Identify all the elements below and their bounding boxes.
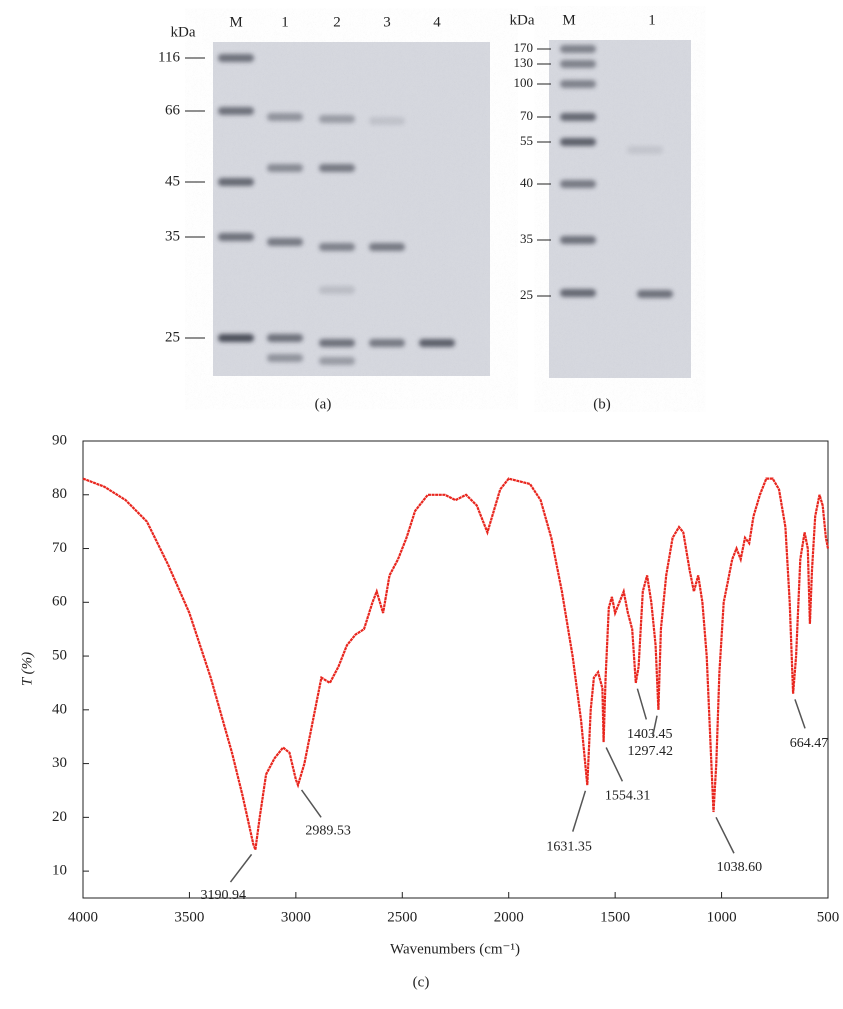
marker-label: 35 <box>520 231 533 246</box>
y-axis-title: T (%) <box>19 652 35 686</box>
annotation-leader <box>300 789 322 818</box>
annotation-label: 1038.60 <box>717 860 763 875</box>
gel-band <box>218 54 254 62</box>
annotation-leader <box>652 715 658 737</box>
gel-band <box>267 113 303 121</box>
annotation-label: 664.47 <box>790 736 829 751</box>
chart-caption: (c) <box>413 974 430 990</box>
annotation-label: 1297.42 <box>628 744 674 759</box>
gel-band <box>319 286 355 294</box>
gel-band <box>267 238 303 246</box>
x-tick-label: 1500 <box>600 909 630 925</box>
lane-label: 4 <box>433 14 441 30</box>
gel-band <box>218 334 254 342</box>
x-tick-label: 1000 <box>707 909 737 925</box>
y-tick-label: 30 <box>52 755 67 771</box>
annotation-label: 1631.35 <box>546 839 592 854</box>
gel-band <box>218 178 254 186</box>
y-tick-label: 20 <box>52 809 67 825</box>
marker-label: 45 <box>165 173 180 189</box>
annotation-leader <box>229 853 253 883</box>
x-tick-label: 2000 <box>494 909 524 925</box>
gel-band <box>319 339 355 347</box>
y-tick-label: 90 <box>52 432 67 448</box>
annotation-label: 1403.45 <box>627 727 673 742</box>
marker-label: 170 <box>514 40 534 55</box>
marker-label: 25 <box>165 329 180 345</box>
gel-band <box>319 357 355 365</box>
lane-label: M <box>562 12 575 28</box>
x-tick-label: 3000 <box>281 909 311 925</box>
marker-label: 40 <box>520 175 533 190</box>
y-tick-label: 40 <box>52 701 67 717</box>
annotation-leader <box>794 699 806 729</box>
gel-unit: kDa <box>510 12 535 28</box>
y-tick-label: 70 <box>52 540 67 556</box>
gel-band <box>267 334 303 342</box>
y-tick-label: 50 <box>52 647 67 663</box>
annotation-label: 3190.94 <box>200 888 246 903</box>
marker-label: 25 <box>520 287 533 302</box>
lane-label: 2 <box>333 14 341 30</box>
marker-label: 130 <box>514 55 534 70</box>
gel-texture <box>549 40 691 378</box>
annotation-leader <box>636 688 648 720</box>
y-tick-label: 10 <box>52 863 67 879</box>
annotation-leader <box>715 817 735 854</box>
gel-band <box>637 290 673 298</box>
gel-band <box>369 117 405 125</box>
marker-label: 55 <box>520 133 533 148</box>
gel-caption: (a) <box>315 396 332 412</box>
lane-label: 1 <box>281 14 289 30</box>
gel-band <box>319 243 355 251</box>
gel-band <box>560 45 596 53</box>
gel-band <box>319 164 355 172</box>
marker-label: 116 <box>158 49 180 65</box>
gel-band <box>218 233 254 241</box>
y-tick-label: 60 <box>52 594 67 610</box>
x-tick-label: 3500 <box>174 909 204 925</box>
gel-band <box>218 107 254 115</box>
marker-label: 66 <box>165 102 181 118</box>
y-tick-label: 80 <box>52 486 67 502</box>
ftir-chart: (c) Wavenumbers (cm⁻¹) T (%) 10 20 30 40 50 6… <box>19 432 839 990</box>
gel-band <box>369 339 405 347</box>
gel-texture <box>213 42 490 376</box>
gel-band <box>560 180 596 188</box>
marker-label: 35 <box>165 228 180 244</box>
gel-band <box>560 236 596 244</box>
gel-band <box>267 164 303 172</box>
lane-label: 1 <box>648 12 656 28</box>
x-tick-label: 500 <box>817 909 840 925</box>
gel-band <box>560 60 596 68</box>
gel-band <box>627 146 663 154</box>
plot-frame <box>82 440 829 899</box>
lane-label: 3 <box>383 14 391 30</box>
marker-label: 100 <box>514 75 534 90</box>
gel-band <box>319 115 355 123</box>
gel-band <box>267 354 303 362</box>
gel-band <box>560 113 596 121</box>
annotation-label: 2989.53 <box>305 823 351 838</box>
x-tick-label: 4000 <box>68 909 98 925</box>
x-tick-label: 2500 <box>387 909 417 925</box>
lane-label: M <box>229 14 242 30</box>
marker-label: 70 <box>520 108 533 123</box>
annotation-leader <box>605 747 624 782</box>
spectrum-line <box>82 477 830 850</box>
gel-band <box>419 339 455 347</box>
annotation-leader <box>572 790 587 832</box>
gel-band <box>369 243 405 251</box>
x-axis-title: Wavenumbers (cm⁻¹) <box>390 941 520 957</box>
annotation-label: 1554.31 <box>605 788 651 803</box>
gel-band <box>560 289 596 297</box>
gel-band <box>560 138 596 146</box>
gel-caption: (b) <box>593 396 611 412</box>
gel-unit: kDa <box>171 24 196 40</box>
gel-band <box>560 80 596 88</box>
